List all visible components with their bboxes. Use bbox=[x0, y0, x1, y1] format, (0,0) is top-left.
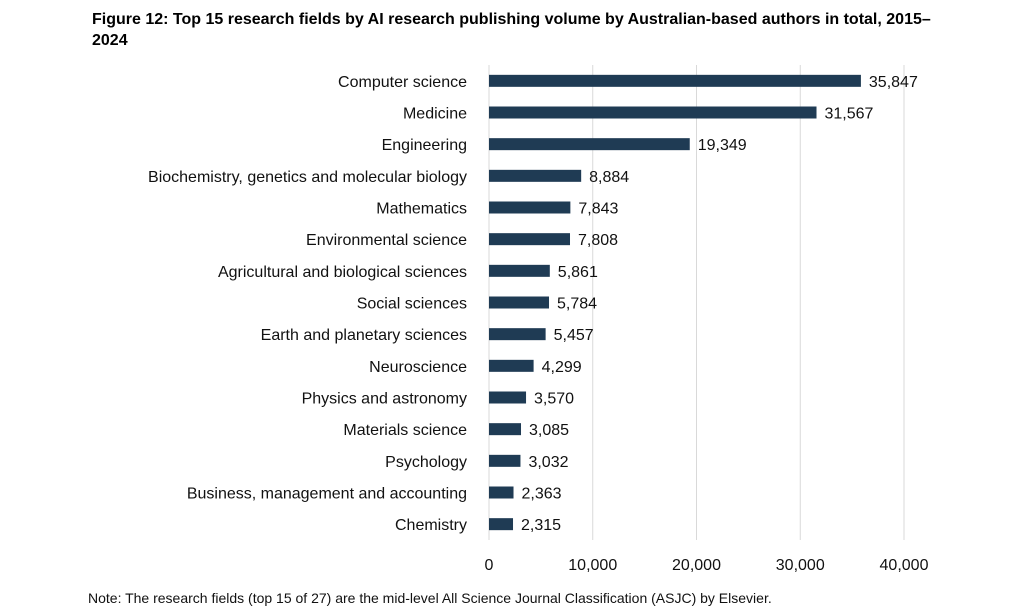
value-label: 31,567 bbox=[825, 106, 874, 123]
category-label: Agricultural and biological sciences bbox=[218, 264, 467, 281]
category-label: Neuroscience bbox=[369, 359, 467, 376]
category-labels: Computer science Medicine Engineering Bioch… bbox=[148, 74, 467, 534]
category-label: Environmental science bbox=[306, 232, 467, 249]
bar bbox=[489, 233, 571, 246]
x-tick-label: 10,000 bbox=[568, 557, 617, 574]
category-label: Physics and astronomy bbox=[302, 391, 467, 408]
chart-title: Figure 12: Top 15 research fields by AI … bbox=[92, 11, 931, 49]
value-label: 8,884 bbox=[589, 169, 629, 186]
value-labels: 35,847 31,567 19,349 8,884 7,843 7,808 5,861 5,… bbox=[521, 74, 918, 534]
value-label: 3,570 bbox=[534, 391, 574, 408]
category-label: Business, management and accounting bbox=[187, 486, 467, 503]
category-label: Biochemistry, genetics and molecular bio… bbox=[148, 169, 467, 186]
bar bbox=[489, 106, 817, 119]
value-label: 5,784 bbox=[557, 296, 597, 313]
bar bbox=[489, 74, 861, 87]
value-label: 2,363 bbox=[522, 486, 562, 503]
category-label: Mathematics bbox=[376, 201, 467, 218]
x-tick-label: 30,000 bbox=[776, 557, 825, 574]
category-label: Medicine bbox=[403, 106, 467, 123]
bar bbox=[489, 359, 534, 372]
bar bbox=[489, 264, 550, 277]
x-tick-label: 20,000 bbox=[672, 557, 721, 574]
x-tick-label: 0 bbox=[485, 557, 494, 574]
value-label: 2,315 bbox=[521, 517, 561, 534]
category-label: Earth and planetary sciences bbox=[261, 327, 467, 344]
bars bbox=[489, 74, 861, 531]
category-label: Chemistry bbox=[395, 517, 467, 534]
bar bbox=[489, 391, 527, 404]
value-label: 3,085 bbox=[529, 422, 569, 439]
value-label: 4,299 bbox=[542, 359, 582, 376]
category-label: Computer science bbox=[338, 74, 467, 91]
bar bbox=[489, 518, 514, 531]
bar bbox=[489, 486, 514, 499]
chart-note: Note: The research fields (top 15 of 27)… bbox=[88, 590, 772, 606]
x-axis-ticks: 0 10,000 20,000 30,000 40,000 bbox=[485, 557, 929, 574]
category-label: Psychology bbox=[385, 454, 467, 471]
value-label: 7,808 bbox=[578, 232, 618, 249]
value-label: 7,843 bbox=[578, 201, 618, 218]
x-tick-label: 40,000 bbox=[880, 557, 929, 574]
value-label: 3,032 bbox=[528, 454, 568, 471]
bar bbox=[489, 454, 521, 467]
bar bbox=[489, 201, 571, 214]
bar bbox=[489, 169, 582, 182]
value-label: 5,861 bbox=[558, 264, 598, 281]
bar bbox=[489, 138, 690, 151]
value-label: 35,847 bbox=[869, 74, 918, 91]
category-label: Materials science bbox=[343, 422, 467, 439]
bar bbox=[489, 423, 522, 436]
category-label: Engineering bbox=[382, 137, 467, 154]
category-label: Social sciences bbox=[357, 296, 467, 313]
value-label: 5,457 bbox=[554, 327, 594, 344]
value-label: 19,349 bbox=[698, 137, 747, 154]
bar bbox=[489, 328, 546, 341]
bar-chart: Computer science Medicine Engineering Bioch… bbox=[148, 65, 929, 574]
bar bbox=[489, 296, 550, 309]
